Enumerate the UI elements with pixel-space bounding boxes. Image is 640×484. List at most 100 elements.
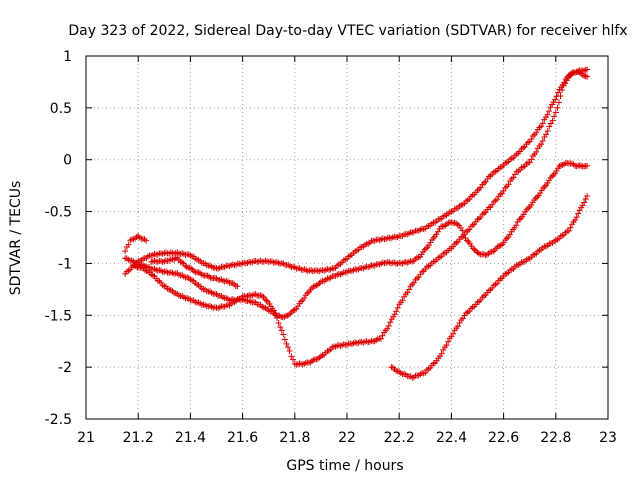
data-point-marker [261,296,268,303]
data-point-marker [528,201,535,208]
data-point-marker [562,80,569,87]
y-tick-labels: 1 0.5 0 -0.5 -1 -1.5 -2 -2.5 [45,49,72,428]
data-point-marker [125,241,132,248]
data-point-marker [274,314,281,321]
data-point-marker [520,211,527,218]
data-point-marker [584,73,591,80]
data-point-marker [581,67,588,74]
data-point-marker [490,248,497,255]
data-point-marker [426,242,433,249]
data-point-marker [377,335,384,342]
data-point-marker [584,193,591,200]
data-point-marker [285,344,292,351]
data-point-marker [183,264,190,271]
data-point-marker [505,181,512,188]
data-point-marker [379,332,386,339]
data-point-marker [310,283,317,290]
x-tick-label: 22 [338,430,356,446]
data-point-marker [285,311,292,318]
y-tick-label: -2 [58,360,72,376]
data-point-marker [576,207,583,214]
data-point-marker [523,206,530,213]
data-point-marker [138,264,145,271]
x-tick-label: 21.4 [175,430,206,446]
y-axis-label: SDTVAR / TECUs [8,181,24,296]
x-tick-label: 21.8 [279,430,310,446]
data-point-marker [552,109,559,116]
data-point-marker [575,210,582,217]
data-point-marker [450,330,457,337]
data-point-marker [283,340,290,347]
data-point-marker [538,141,545,148]
data-point-marker [212,274,219,281]
data-point-marker [314,281,321,288]
series-track-f [388,193,591,381]
data-point-marker [206,273,213,280]
data-point-marker [443,342,450,349]
series-track-c [129,68,591,368]
data-point-marker [281,313,288,320]
data-point-marker [438,350,445,357]
data-point-marker [534,194,541,201]
data-point-marker [517,215,524,222]
x-tick-labels: 21 21.2 21.4 21.6 21.8 22 22.2 22.4 22.6 22.8 23 [77,430,617,446]
data-point-marker [546,108,553,115]
data-point-marker [544,111,551,118]
data-point-marker [480,251,487,258]
x-tick-label: 22.4 [436,430,467,446]
y-tick-label: -0.5 [45,205,72,221]
data-point-marker [188,265,195,272]
data-point-marker [391,311,398,318]
series-track-e [122,232,150,255]
data-point-marker [556,163,563,170]
data-point-marker [513,222,520,229]
data-point-marker [573,163,580,170]
data-point-marker [143,237,150,244]
y-tick-label: -1 [58,256,72,272]
data-point-marker [533,148,540,155]
data-point-marker [281,336,288,343]
data-point-marker [278,327,285,334]
data-point-marker [464,237,471,244]
data-point-marker [423,245,430,252]
data-marks [122,66,591,381]
data-point-marker [496,242,503,249]
y-tick-label: 0.5 [50,101,72,117]
data-point-marker [399,297,406,304]
data-point-marker [567,224,574,231]
x-tick-label: 21.2 [123,430,154,446]
data-point-marker [581,199,588,206]
data-point-marker [582,73,589,80]
x-tick-label: 22.2 [384,430,415,446]
data-point-marker [544,180,551,187]
data-point-marker [516,216,523,223]
series-track-d [148,254,241,290]
x-axis-label: GPS time / hours [286,458,403,474]
chart-title: Day 323 of 2022, Sidereal Day-to-day VTE… [68,23,627,39]
data-point-marker [555,89,562,96]
data-point-marker [528,156,535,163]
data-point-marker [404,289,411,296]
data-point-marker [565,227,572,234]
data-point-marker [553,167,560,174]
data-point-marker [445,338,452,345]
data-point-marker [405,286,412,293]
data-point-marker [543,131,550,138]
data-point-marker [393,308,400,315]
data-point-marker [470,245,477,252]
data-point-marker [442,222,449,229]
grid-lines [86,56,608,419]
data-point-marker [280,331,287,338]
data-point-marker [573,214,580,221]
data-point-marker [191,268,198,275]
data-point-marker [122,248,129,255]
data-point-marker [537,190,544,197]
data-point-marker [584,66,591,73]
data-point-marker [290,356,297,363]
data-point-marker [547,104,554,111]
data-point-marker [421,246,428,253]
data-point-marker [554,104,561,111]
data-point-marker [533,129,540,136]
data-point-marker [576,69,583,76]
